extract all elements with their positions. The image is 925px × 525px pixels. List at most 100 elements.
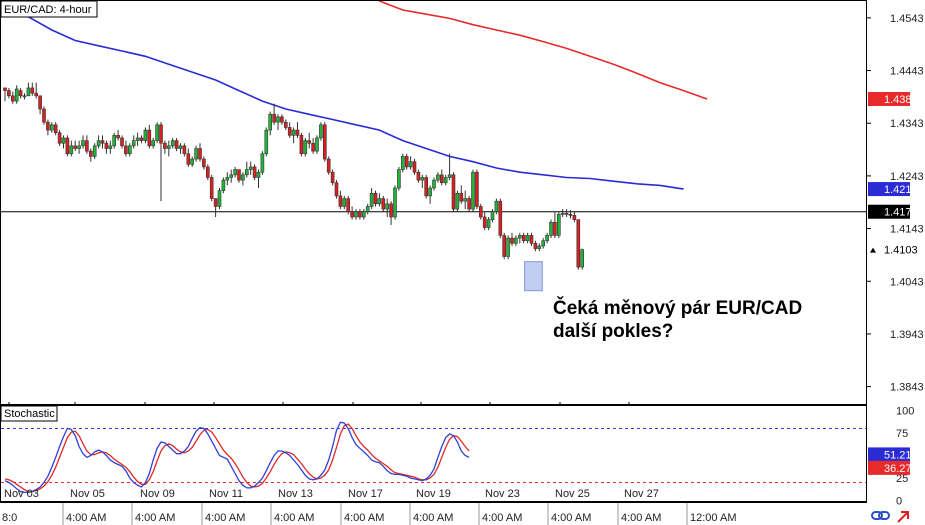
candle [198, 143, 202, 162]
candle [159, 122, 163, 202]
candle [174, 137, 179, 152]
candle [537, 243, 542, 252]
candle [338, 190, 343, 210]
candle [451, 172, 456, 212]
moving-average-blue [4, 0, 684, 190]
chart-title-box [0, 0, 98, 18]
candle [190, 156, 194, 167]
stochastic-panel-frame [0, 405, 867, 502]
candle [361, 209, 366, 220]
candle [272, 103, 276, 125]
candle [564, 209, 569, 217]
candle [330, 169, 335, 186]
stochastic-tag-k-label: 51.21 [884, 449, 912, 461]
candle [510, 232, 514, 246]
candle [556, 211, 561, 239]
candle [475, 169, 479, 210]
candle [319, 122, 323, 141]
candle [30, 82, 35, 96]
price-tag-horizontal-label: 1.4175 [884, 207, 918, 219]
candle [65, 135, 70, 157]
candle [408, 156, 413, 170]
candle [116, 130, 120, 141]
candle [233, 166, 237, 178]
candle [568, 210, 573, 219]
candle [120, 135, 124, 149]
annotation-line-1: Čeká měnový pár EUR/CAD [553, 297, 802, 319]
candle [545, 232, 549, 244]
candle [124, 140, 128, 157]
time-label: 4:00 AM [66, 512, 106, 524]
candle [89, 148, 93, 162]
candle [280, 114, 284, 125]
candle [229, 169, 233, 183]
candle [560, 209, 565, 217]
candle [202, 156, 206, 170]
candle [490, 209, 495, 223]
stochastic-tick-label: 75 [896, 428, 908, 440]
chart-title: EUR/CAD: 4-hour [4, 4, 92, 16]
time-label: 4:00 AM [551, 512, 591, 524]
candle [553, 211, 557, 239]
candle [471, 169, 475, 212]
price-tag-blue-ma-label: 1.4218 [884, 184, 918, 196]
candle [260, 151, 265, 175]
candle [436, 172, 440, 183]
candle [248, 161, 253, 175]
candle [182, 143, 187, 157]
candle [143, 127, 148, 144]
date-label: Nov 17 [348, 488, 383, 500]
candle [447, 153, 452, 181]
candle [369, 188, 374, 210]
candle [521, 232, 526, 244]
candle [381, 195, 386, 212]
candle [170, 137, 175, 149]
candle [53, 122, 58, 136]
stochastic-k-line [4, 421, 470, 494]
candle [22, 93, 27, 100]
candle [463, 190, 468, 210]
price-tag-horizontal: 1.4175 [868, 204, 918, 219]
date-label: Nov 19 [416, 488, 451, 500]
candle [221, 177, 226, 194]
candle [49, 122, 54, 133]
stochastic-label: Stochastic [4, 408, 55, 420]
candle [428, 185, 432, 204]
date-label: Nov 27 [624, 488, 659, 500]
candle [459, 185, 464, 204]
candle [358, 209, 362, 220]
stochastic-d-line [4, 423, 470, 493]
candle [81, 135, 85, 149]
candle [38, 95, 42, 115]
arrow-icon[interactable] [897, 511, 909, 523]
price-axis[interactable]: 1.4543 1.4443 1.4343 1.4243 1.4143 1.4043 1.39… [866, 13, 924, 394]
candle [416, 169, 421, 183]
candle [506, 235, 510, 260]
time-label: 4:00 AM [135, 512, 175, 524]
candle [315, 135, 319, 154]
price-tick-label: 1.4343 [890, 118, 924, 130]
candle [186, 148, 191, 167]
stochastic-tag-d: 36.27 [868, 460, 912, 475]
link-icon[interactable] [871, 511, 890, 520]
time-axis[interactable]: Nov 03 Nov 05 Nov 09 Nov 11 Nov 13 Nov 17 Nov … [0, 488, 736, 525]
candle [377, 193, 382, 207]
price-tag-blue-ma: 1.4218 [868, 182, 918, 197]
candle [3, 87, 7, 102]
candle [100, 135, 105, 149]
time-label: 4:00 AM [344, 512, 384, 524]
candle [576, 219, 581, 270]
candle [241, 172, 245, 186]
candle [276, 114, 280, 131]
candle [92, 143, 97, 160]
candle [346, 195, 351, 215]
candle [385, 198, 390, 217]
candle [135, 132, 140, 146]
candle [514, 235, 518, 246]
candle [163, 140, 167, 154]
candle [69, 140, 74, 157]
candle [96, 135, 101, 149]
time-label: 4:00 AM [413, 512, 453, 524]
